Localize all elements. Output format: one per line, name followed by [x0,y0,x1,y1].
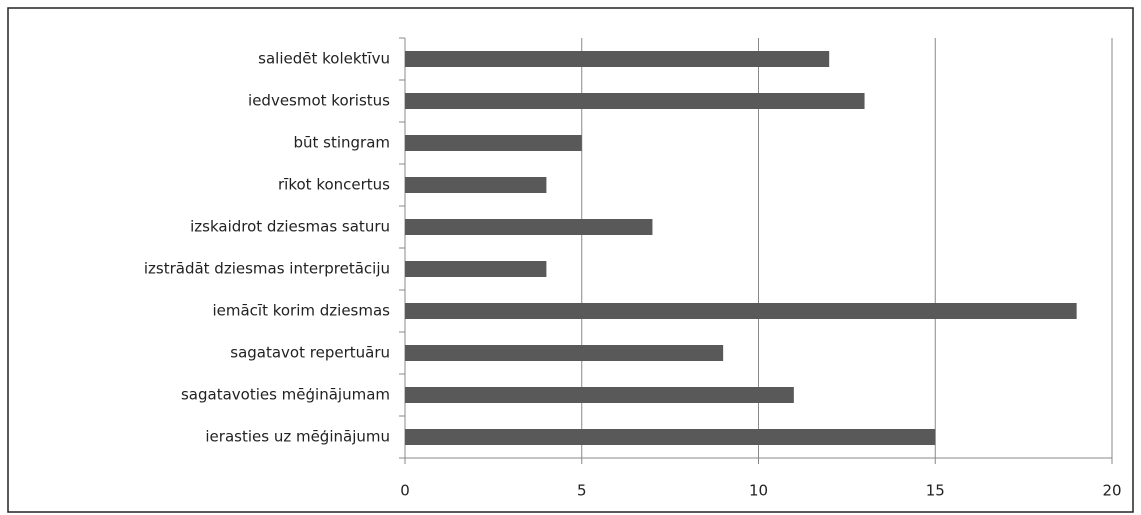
bar [405,177,547,193]
chart-border [7,7,1134,513]
x-tick-label: 0 [400,482,410,500]
bar [405,261,547,277]
y-tick-label: iemācīt korim dziesmas [212,302,390,320]
y-tick-label: ierasties uz mēģinājumu [205,428,390,446]
y-tick-label: rīkot koncertus [278,176,390,194]
bar [405,219,653,235]
bar [405,93,865,109]
x-tick-label: 20 [1102,482,1121,500]
y-tick-label: izskaidrot dziesmas saturu [190,218,390,236]
bar [405,387,794,403]
x-tick-label: 15 [926,482,945,500]
y-tick-label: saliedēt kolektīvu [258,50,390,68]
bar [405,135,582,151]
bar [405,345,724,361]
y-tick-label: sagatavot repertuāru [230,344,390,362]
bar [405,429,936,445]
y-tick-label: izstrādāt dziesmas interpretāciju [144,260,390,278]
y-tick-label: sagatavoties mēģinājumam [181,386,390,404]
bar [405,303,1077,319]
y-tick-label: iedvesmot koristus [248,92,390,110]
x-tick-label: 10 [749,482,768,500]
bar [405,51,830,67]
x-tick-label: 5 [577,482,587,500]
y-tick-label: būt stingram [293,134,390,152]
